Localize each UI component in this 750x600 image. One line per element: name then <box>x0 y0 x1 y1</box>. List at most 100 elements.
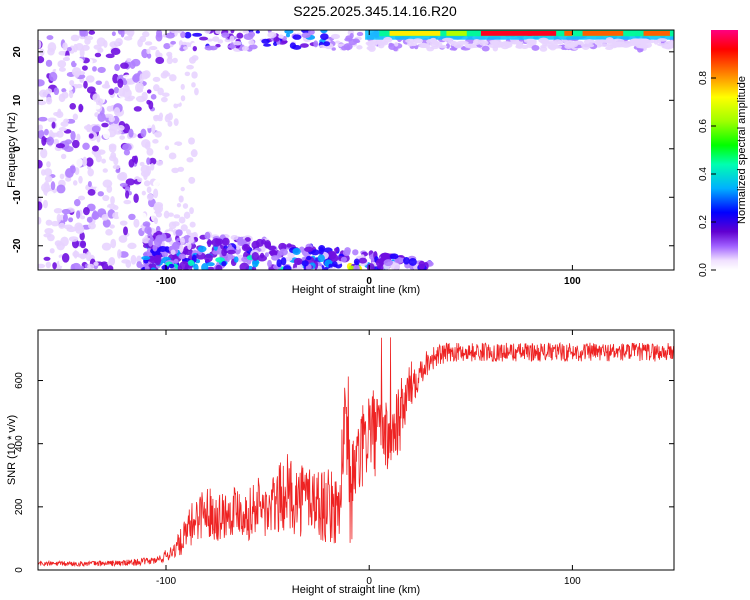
heatmap-noise-cell <box>116 70 125 76</box>
heatmap-noise-cell <box>69 79 75 86</box>
spectrogram-cells <box>38 30 674 270</box>
heatmap-high-band-cell <box>184 31 192 39</box>
heatmap-high-band-cell <box>169 30 179 34</box>
heatmap-noise-cell <box>164 145 170 151</box>
heatmap-low-band-cell <box>334 247 339 252</box>
heatmap-noise-cell <box>77 253 87 259</box>
heatmap-high-band-cell <box>255 30 260 34</box>
heatmap-low-band-cell <box>141 236 151 244</box>
heatmap-noise-cell <box>114 64 121 72</box>
line-y-tick-label: 0 <box>14 567 25 573</box>
heatmap-low-band-cell <box>268 250 278 255</box>
heatmap-noise-cell <box>55 143 65 149</box>
heatmap-y-tick-label: 10 <box>12 94 23 106</box>
heatmap-noise-cell <box>43 256 51 261</box>
heatmap-y-tick-label: 20 <box>12 46 23 58</box>
heatmap-high-band-cell <box>393 47 398 52</box>
heatmap-low-band-cell <box>271 255 280 261</box>
heatmap-high-band-cell <box>227 45 237 49</box>
heatmap-x-tick-label: -100 <box>156 276 176 287</box>
heatmap-noise-cell <box>58 222 66 229</box>
heatmap-high-band-cell <box>209 45 218 51</box>
snr-series-line <box>38 337 674 568</box>
heatmap-low-band-cell <box>403 257 410 265</box>
heatmap-low-band-cell <box>255 238 264 247</box>
heatmap-low-band-cell <box>197 245 207 253</box>
heatmap-noise-cell <box>39 89 48 98</box>
heatmap-noise-cell <box>117 249 122 259</box>
heatmap-noise-cell <box>166 81 172 88</box>
heatmap-noise-cell <box>146 157 151 165</box>
heatmap-noise-cell <box>108 256 116 265</box>
heatmap-noise-cell <box>103 113 114 118</box>
heatmap-noise-cell <box>52 262 57 270</box>
heatmap-low-band-cell <box>181 258 191 263</box>
colorbar-ticks: 0.0 0.2 0.4 0.6 0.8 <box>698 71 716 277</box>
heatmap-x-tick-label: 100 <box>564 276 581 287</box>
heatmap-high-band-cell <box>657 38 668 42</box>
heatmap-x-ticks: -100 0 100 <box>156 30 581 287</box>
heatmap-noise-cell <box>49 248 55 254</box>
heatmap-noise-cell <box>40 169 46 176</box>
heatmap-noise-cell <box>188 56 197 64</box>
heatmap-low-band-cell <box>157 246 168 252</box>
heatmap-high-band-cell <box>263 43 272 47</box>
heatmap-frame <box>37 29 675 271</box>
heatmap-high-band-cell <box>539 46 548 52</box>
heatmap-noise-cell <box>38 40 42 49</box>
heatmap-high-band-cell <box>580 43 595 48</box>
heatmap-noise-cell <box>194 87 199 96</box>
heatmap-noise-cell <box>97 112 106 122</box>
heatmap-high-band-cell <box>289 42 297 49</box>
heatmap-low-band-cell <box>251 252 260 261</box>
heatmap-low-band-cell <box>264 240 272 249</box>
heatmap-low-band-cell <box>206 240 214 245</box>
colorbar-tick-label: 0.4 <box>698 167 709 181</box>
heatmap-noise-cell <box>101 242 112 251</box>
heatmap-noise-cell <box>38 116 48 122</box>
heatmap-high-band-cell <box>472 38 481 45</box>
heatmap-high-band-cell <box>538 37 549 44</box>
heatmap-noise-cell <box>107 265 114 270</box>
heatmap-noise-cell <box>102 218 111 228</box>
heatmap-low-band-cell <box>292 247 301 256</box>
heatmap-noise-cell <box>101 122 109 128</box>
heatmap-noise-cell <box>70 130 76 141</box>
heatmap-low-band-cell <box>317 254 325 263</box>
heatmap-low-band-cell <box>175 229 183 237</box>
heatmap-noise-cell <box>160 165 169 172</box>
heatmap-noise-cell <box>63 224 73 230</box>
heatmap-noise-cell <box>156 30 163 38</box>
heatmap-noise-cell <box>72 180 78 186</box>
heatmap-noise-cell <box>173 214 181 219</box>
heatmap-noise-cell <box>171 221 180 227</box>
heatmap-noise-cell <box>102 129 110 140</box>
heatmap-noise-cell <box>97 66 106 74</box>
heatmap-noise-cell <box>110 47 121 56</box>
heatmap-low-band-cell <box>206 266 216 270</box>
heatmap-noise-cell <box>146 89 152 94</box>
snr-panel: -100 0 100 0 200 400 600 Height of straight l… <box>6 329 675 596</box>
heatmap-noise-cell <box>188 137 195 145</box>
heatmap-high-band-cell <box>181 41 188 46</box>
heatmap-noise-cell <box>54 240 62 247</box>
heatmap-high-band-cell <box>500 43 510 50</box>
heatmap-noise-cell <box>163 210 170 219</box>
heatmap-noise-cell <box>105 53 115 59</box>
heatmap-high-band-cell <box>345 44 351 51</box>
heatmap-y-axis-label: Frequency (Hz) <box>6 112 18 188</box>
heatmap-noise-cell <box>86 86 96 94</box>
heatmap-noise-cell <box>157 107 166 112</box>
heatmap-noise-cell <box>57 108 62 117</box>
heatmap-noise-cell <box>57 60 67 68</box>
heatmap-noise-cell <box>69 102 77 110</box>
heatmap-high-band-cell <box>248 39 255 45</box>
heatmap-noise-cell <box>191 193 198 198</box>
heatmap-noise-cell <box>191 71 198 79</box>
heatmap-high-band-cell <box>278 34 284 39</box>
heatmap-noise-cell <box>69 90 74 99</box>
heatmap-noise-cell <box>41 135 47 146</box>
heatmap-low-band-cell <box>383 259 393 267</box>
heatmap-noise-cell <box>92 93 101 102</box>
heatmap-noise-cell <box>118 235 128 243</box>
